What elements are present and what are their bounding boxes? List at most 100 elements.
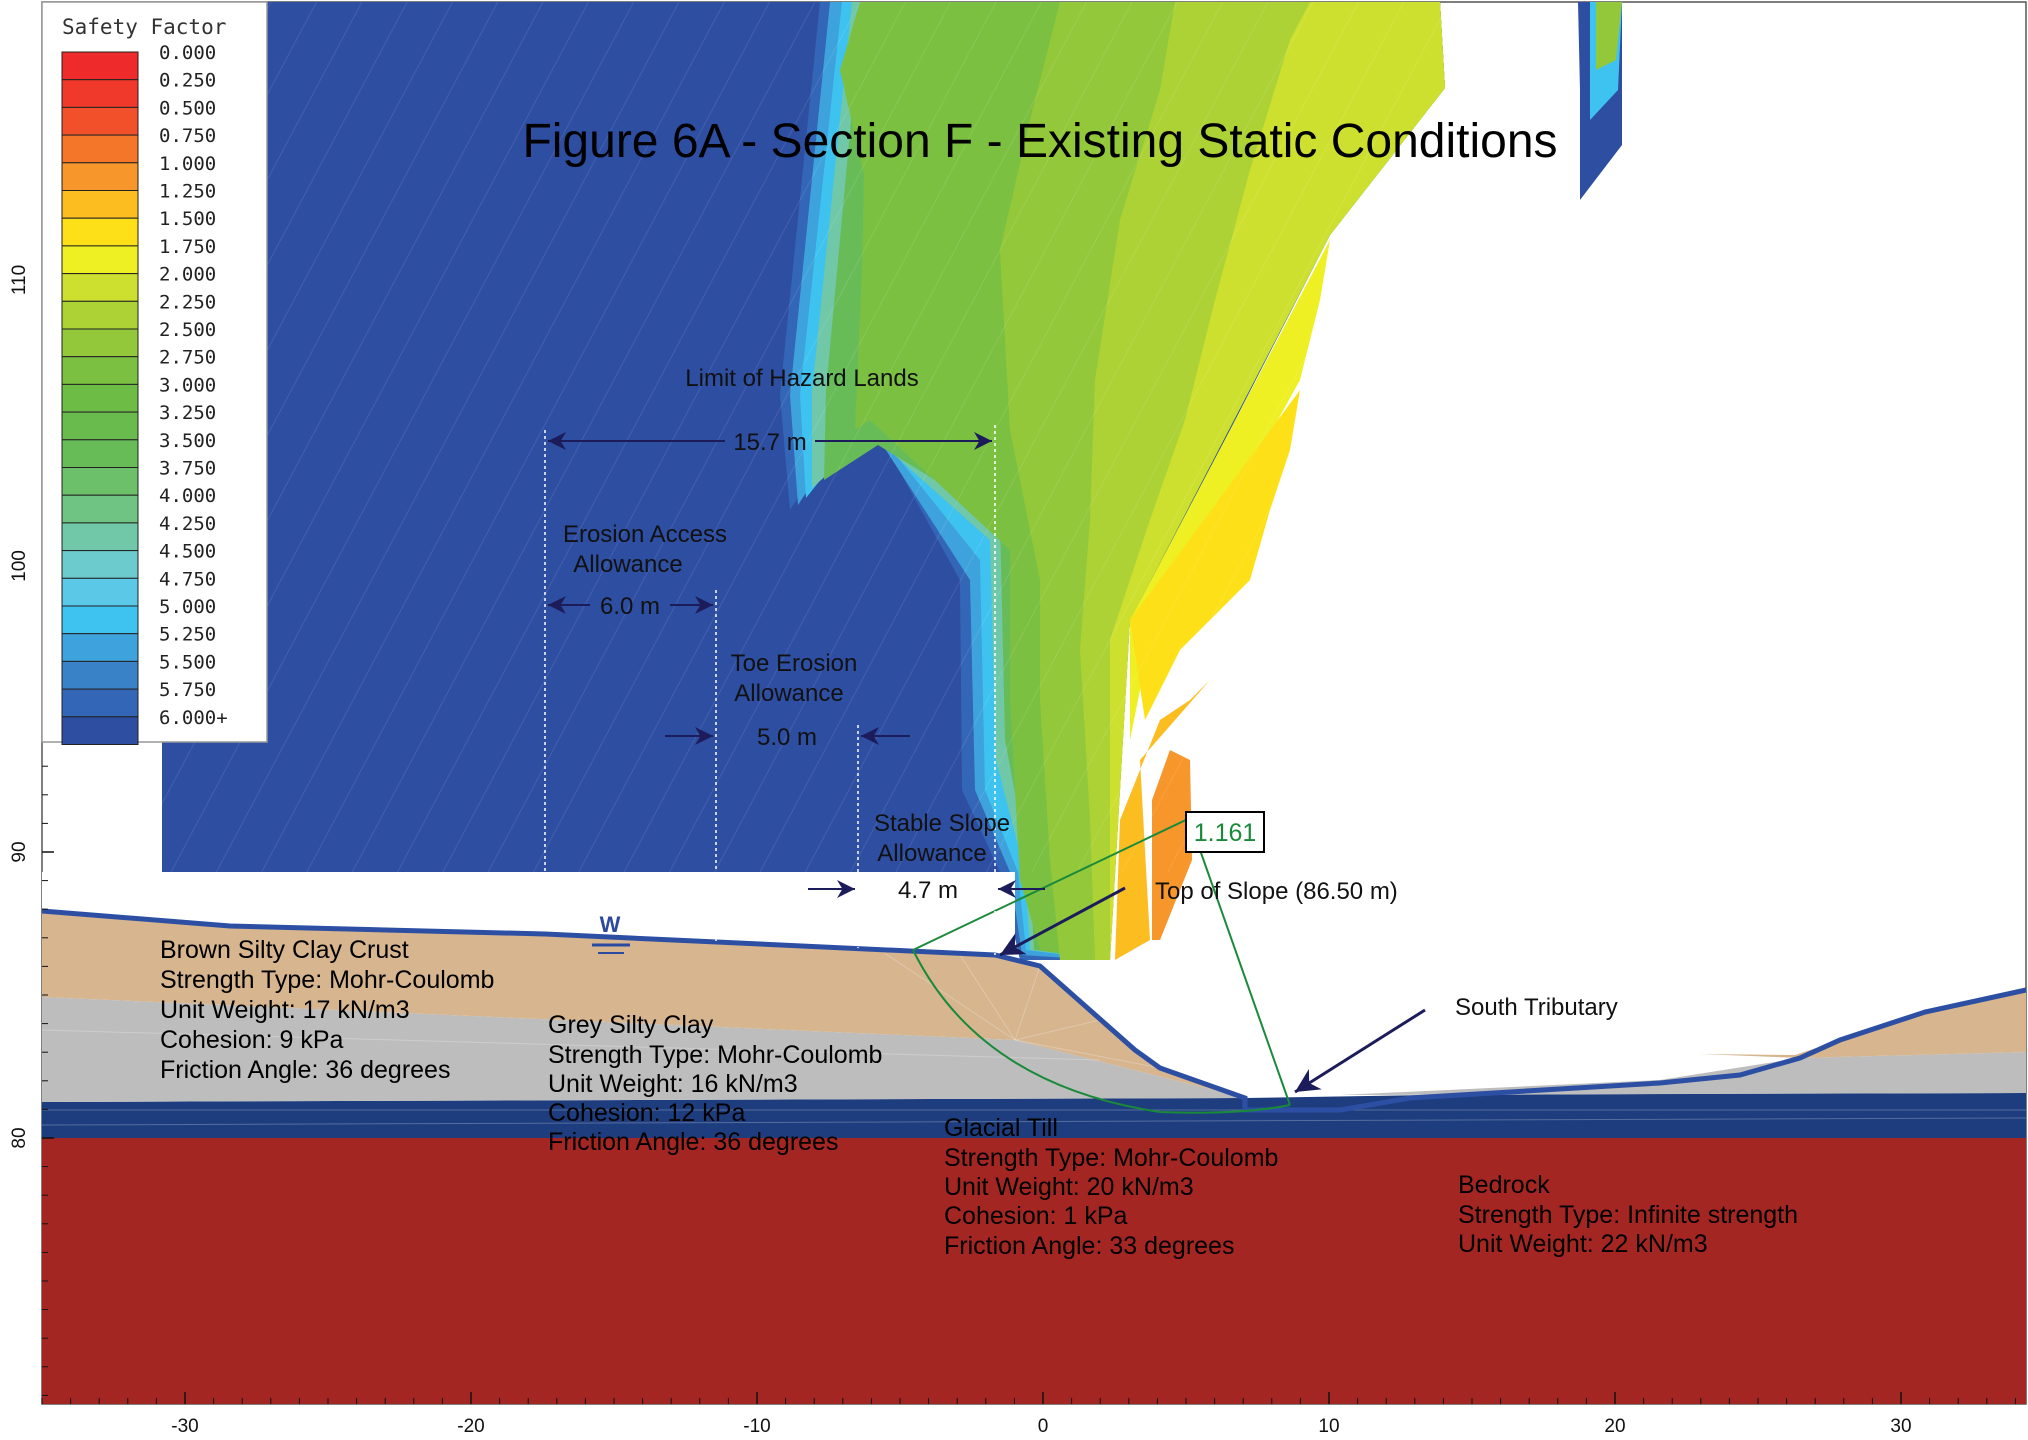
slip-radius-line-right xyxy=(1199,849,1291,1106)
legend-item-label: 4.500 xyxy=(159,541,216,563)
legend-item-label: 0.750 xyxy=(159,125,216,147)
toe-erosion-label-2: Allowance xyxy=(734,680,843,707)
x-tick-label: -10 xyxy=(743,1416,770,1437)
svg-text:Unit Weight: 17 kN/m3: Unit Weight: 17 kN/m3 xyxy=(160,996,410,1024)
dimension-arrows xyxy=(548,432,1426,1094)
legend-item-label: 3.750 xyxy=(159,458,216,480)
legend-swatch xyxy=(61,190,139,219)
legend-item-label: 5.500 xyxy=(159,651,216,673)
legend-item-label: 3.500 xyxy=(159,430,216,452)
legend-item-label: 3.250 xyxy=(159,402,216,424)
top-of-slope-label: Top of Slope (86.50 m) xyxy=(1155,878,1398,905)
legend-swatch xyxy=(61,51,139,81)
legend-item-label: 4.750 xyxy=(159,568,216,590)
y-tick-label: 90 xyxy=(9,841,30,862)
south-tributary-label: South Tributary xyxy=(1455,994,1618,1021)
erosion-access-label-1: Erosion Access xyxy=(563,521,727,548)
x-tick-label: -30 xyxy=(171,1416,198,1437)
slip-radius-line-left xyxy=(912,817,1191,951)
material-glacial-till: Glacial Till Strength Type: Mohr-Coulomb… xyxy=(944,1114,1278,1260)
x-tick-label: 20 xyxy=(1604,1416,1625,1437)
hazard-dim-label: 15.7 m xyxy=(733,429,806,456)
water-table-marker: W xyxy=(592,912,630,954)
legend-swatch xyxy=(61,439,139,468)
legend-item-label: 1.750 xyxy=(159,236,216,258)
svg-text:Friction Angle: 33 degrees: Friction Angle: 33 degrees xyxy=(944,1232,1234,1260)
legend-item-label: 0.500 xyxy=(159,97,216,119)
legend-item-label: 5.000 xyxy=(159,596,216,618)
erosion-access-label-2: Allowance xyxy=(573,551,682,578)
legend-swatch xyxy=(61,356,139,385)
critical-slip-surface xyxy=(912,949,1291,1114)
legend-item-label: 1.250 xyxy=(159,181,216,203)
legend-item-label: 5.750 xyxy=(159,679,216,701)
y-tick-label: 80 xyxy=(9,1127,30,1148)
glacial-till-layer xyxy=(42,1093,2026,1138)
legend-swatch xyxy=(61,411,139,441)
legend-swatch xyxy=(61,633,139,662)
legend-item-label: 2.750 xyxy=(159,347,216,369)
x-axis: -30 -20 -10 0 10 20 30 xyxy=(41,1392,2016,1437)
legend-swatch xyxy=(61,245,139,275)
brown-silty-clay-crust-layer-right xyxy=(1700,990,2026,1058)
legend-swatch xyxy=(61,550,139,579)
svg-text:Brown Silty Clay Crust: Brown Silty Clay Crust xyxy=(160,936,409,964)
material-grey-silty-clay: Grey Silty Clay Strength Type: Mohr-Coul… xyxy=(548,1011,882,1156)
svg-text:Unit Weight: 16 kN/m3: Unit Weight: 16 kN/m3 xyxy=(548,1070,798,1098)
safety-factor-value: 1.161 xyxy=(1194,819,1257,847)
material-bedrock: Bedrock Strength Type: Infinite strength… xyxy=(1458,1171,1798,1258)
x-tick-label: 30 xyxy=(1890,1416,1911,1437)
bedrock-layer xyxy=(42,1138,2026,1404)
stable-slope-label-1: Stable Slope xyxy=(874,810,1010,837)
stable-slope-label-2: Allowance xyxy=(877,840,986,867)
legend-swatch xyxy=(61,522,139,552)
legend-swatch xyxy=(61,383,139,413)
svg-text:Friction Angle: 36 degrees: Friction Angle: 36 degrees xyxy=(160,1056,450,1084)
legend-item-label: 1.500 xyxy=(159,208,216,230)
legend-item-label: 1.000 xyxy=(159,153,216,175)
legend-swatch xyxy=(61,467,139,496)
legend-swatch xyxy=(61,660,139,690)
legend-item-label: 6.000+ xyxy=(159,707,228,729)
legend-item-label: 2.250 xyxy=(159,291,216,313)
safety-factor-contours xyxy=(162,2,1622,960)
legend-swatch xyxy=(61,134,139,164)
legend-item-label: 5.250 xyxy=(159,624,216,646)
legend-item-label: 0.000 xyxy=(159,42,216,64)
svg-text:Glacial Till: Glacial Till xyxy=(944,1114,1058,1142)
svg-text:Cohesion: 1 kPa: Cohesion: 1 kPa xyxy=(944,1202,1128,1230)
svg-text:Strength Type: Mohr-Coulomb: Strength Type: Mohr-Coulomb xyxy=(160,966,494,994)
svg-text:Cohesion: 12 kPa: Cohesion: 12 kPa xyxy=(548,1099,745,1127)
legend-swatch xyxy=(61,328,139,358)
svg-text:Cohesion: 9 kPa: Cohesion: 9 kPa xyxy=(160,1026,344,1054)
legend-item-label: 2.000 xyxy=(159,264,216,286)
legend-swatch xyxy=(61,494,139,524)
svg-text:Bedrock: Bedrock xyxy=(1458,1171,1550,1199)
reference-lines xyxy=(544,425,996,955)
svg-text:Strength Type: Mohr-Coulomb: Strength Type: Mohr-Coulomb xyxy=(548,1041,882,1069)
figure-title: Figure 6A - Section F - Existing Static … xyxy=(522,115,1557,168)
y-tick-label: 100 xyxy=(9,550,30,582)
brown-silty-clay-crust-layer xyxy=(42,911,1245,1098)
legend-item-label: 0.250 xyxy=(159,70,216,92)
legend-swatch xyxy=(61,577,139,607)
legend-swatch xyxy=(61,106,139,136)
svg-text:Unit Weight: 22 kN/m3: Unit Weight: 22 kN/m3 xyxy=(1458,1230,1708,1258)
grey-silty-clay-layer-right xyxy=(1340,1052,2026,1095)
safety-factor-box xyxy=(1185,811,1265,853)
toe-erosion-dim-label: 5.0 m xyxy=(757,724,817,751)
y-tick-label: 110 xyxy=(9,265,30,295)
legend-swatch xyxy=(61,162,139,192)
x-tick-label: 0 xyxy=(1038,1416,1049,1437)
grey-silty-clay-layer xyxy=(42,997,1245,1102)
legend-swatch xyxy=(61,300,139,330)
air-gap xyxy=(42,872,1015,955)
legend-swatch xyxy=(61,217,139,247)
svg-text:W: W xyxy=(600,912,621,937)
legend-swatch xyxy=(61,605,139,635)
material-brown-silty-clay-crust: Brown Silty Clay Crust Strength Type: Mo… xyxy=(160,936,494,1084)
svg-text:Unit Weight: 20 kN/m3: Unit Weight: 20 kN/m3 xyxy=(944,1173,1194,1201)
legend-title: Safety Factor xyxy=(62,15,226,39)
legend-swatch xyxy=(61,79,139,108)
